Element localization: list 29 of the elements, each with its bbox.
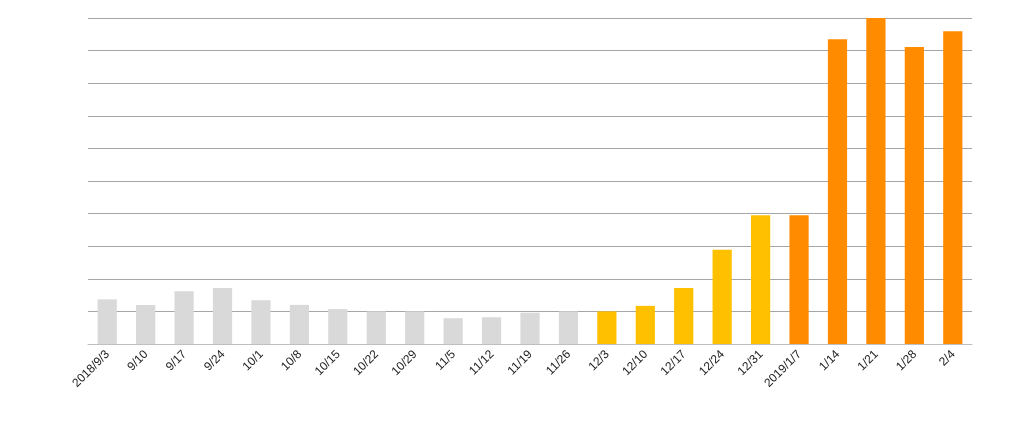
- bar: [405, 311, 425, 344]
- x-tick-label: 2/4: [936, 346, 958, 369]
- bar: [212, 287, 233, 344]
- bar: [789, 215, 809, 344]
- bar: [97, 299, 117, 344]
- bar: [366, 311, 386, 344]
- bar: [827, 39, 848, 344]
- x-tick-label: 9/10: [124, 346, 151, 374]
- bar: [136, 304, 156, 344]
- bar: [904, 47, 924, 344]
- bar: [558, 311, 579, 344]
- bar: [443, 318, 463, 344]
- x-tick-label: 10/1: [239, 346, 267, 374]
- bar: [481, 317, 502, 344]
- x-tick-label: 9/24: [201, 346, 228, 374]
- bar: [251, 300, 271, 344]
- bar: [943, 31, 963, 344]
- bar: [328, 309, 348, 344]
- bar: [520, 312, 540, 344]
- bar: [866, 18, 886, 344]
- bar: [712, 249, 732, 344]
- x-tick-label: 11/5: [432, 346, 459, 373]
- bar: [597, 311, 617, 344]
- bar: [751, 215, 771, 344]
- x-tick-label: 1/21: [854, 346, 882, 374]
- bar: [674, 287, 694, 344]
- bar: [635, 305, 655, 344]
- bar: [174, 291, 194, 344]
- bar: [289, 304, 309, 344]
